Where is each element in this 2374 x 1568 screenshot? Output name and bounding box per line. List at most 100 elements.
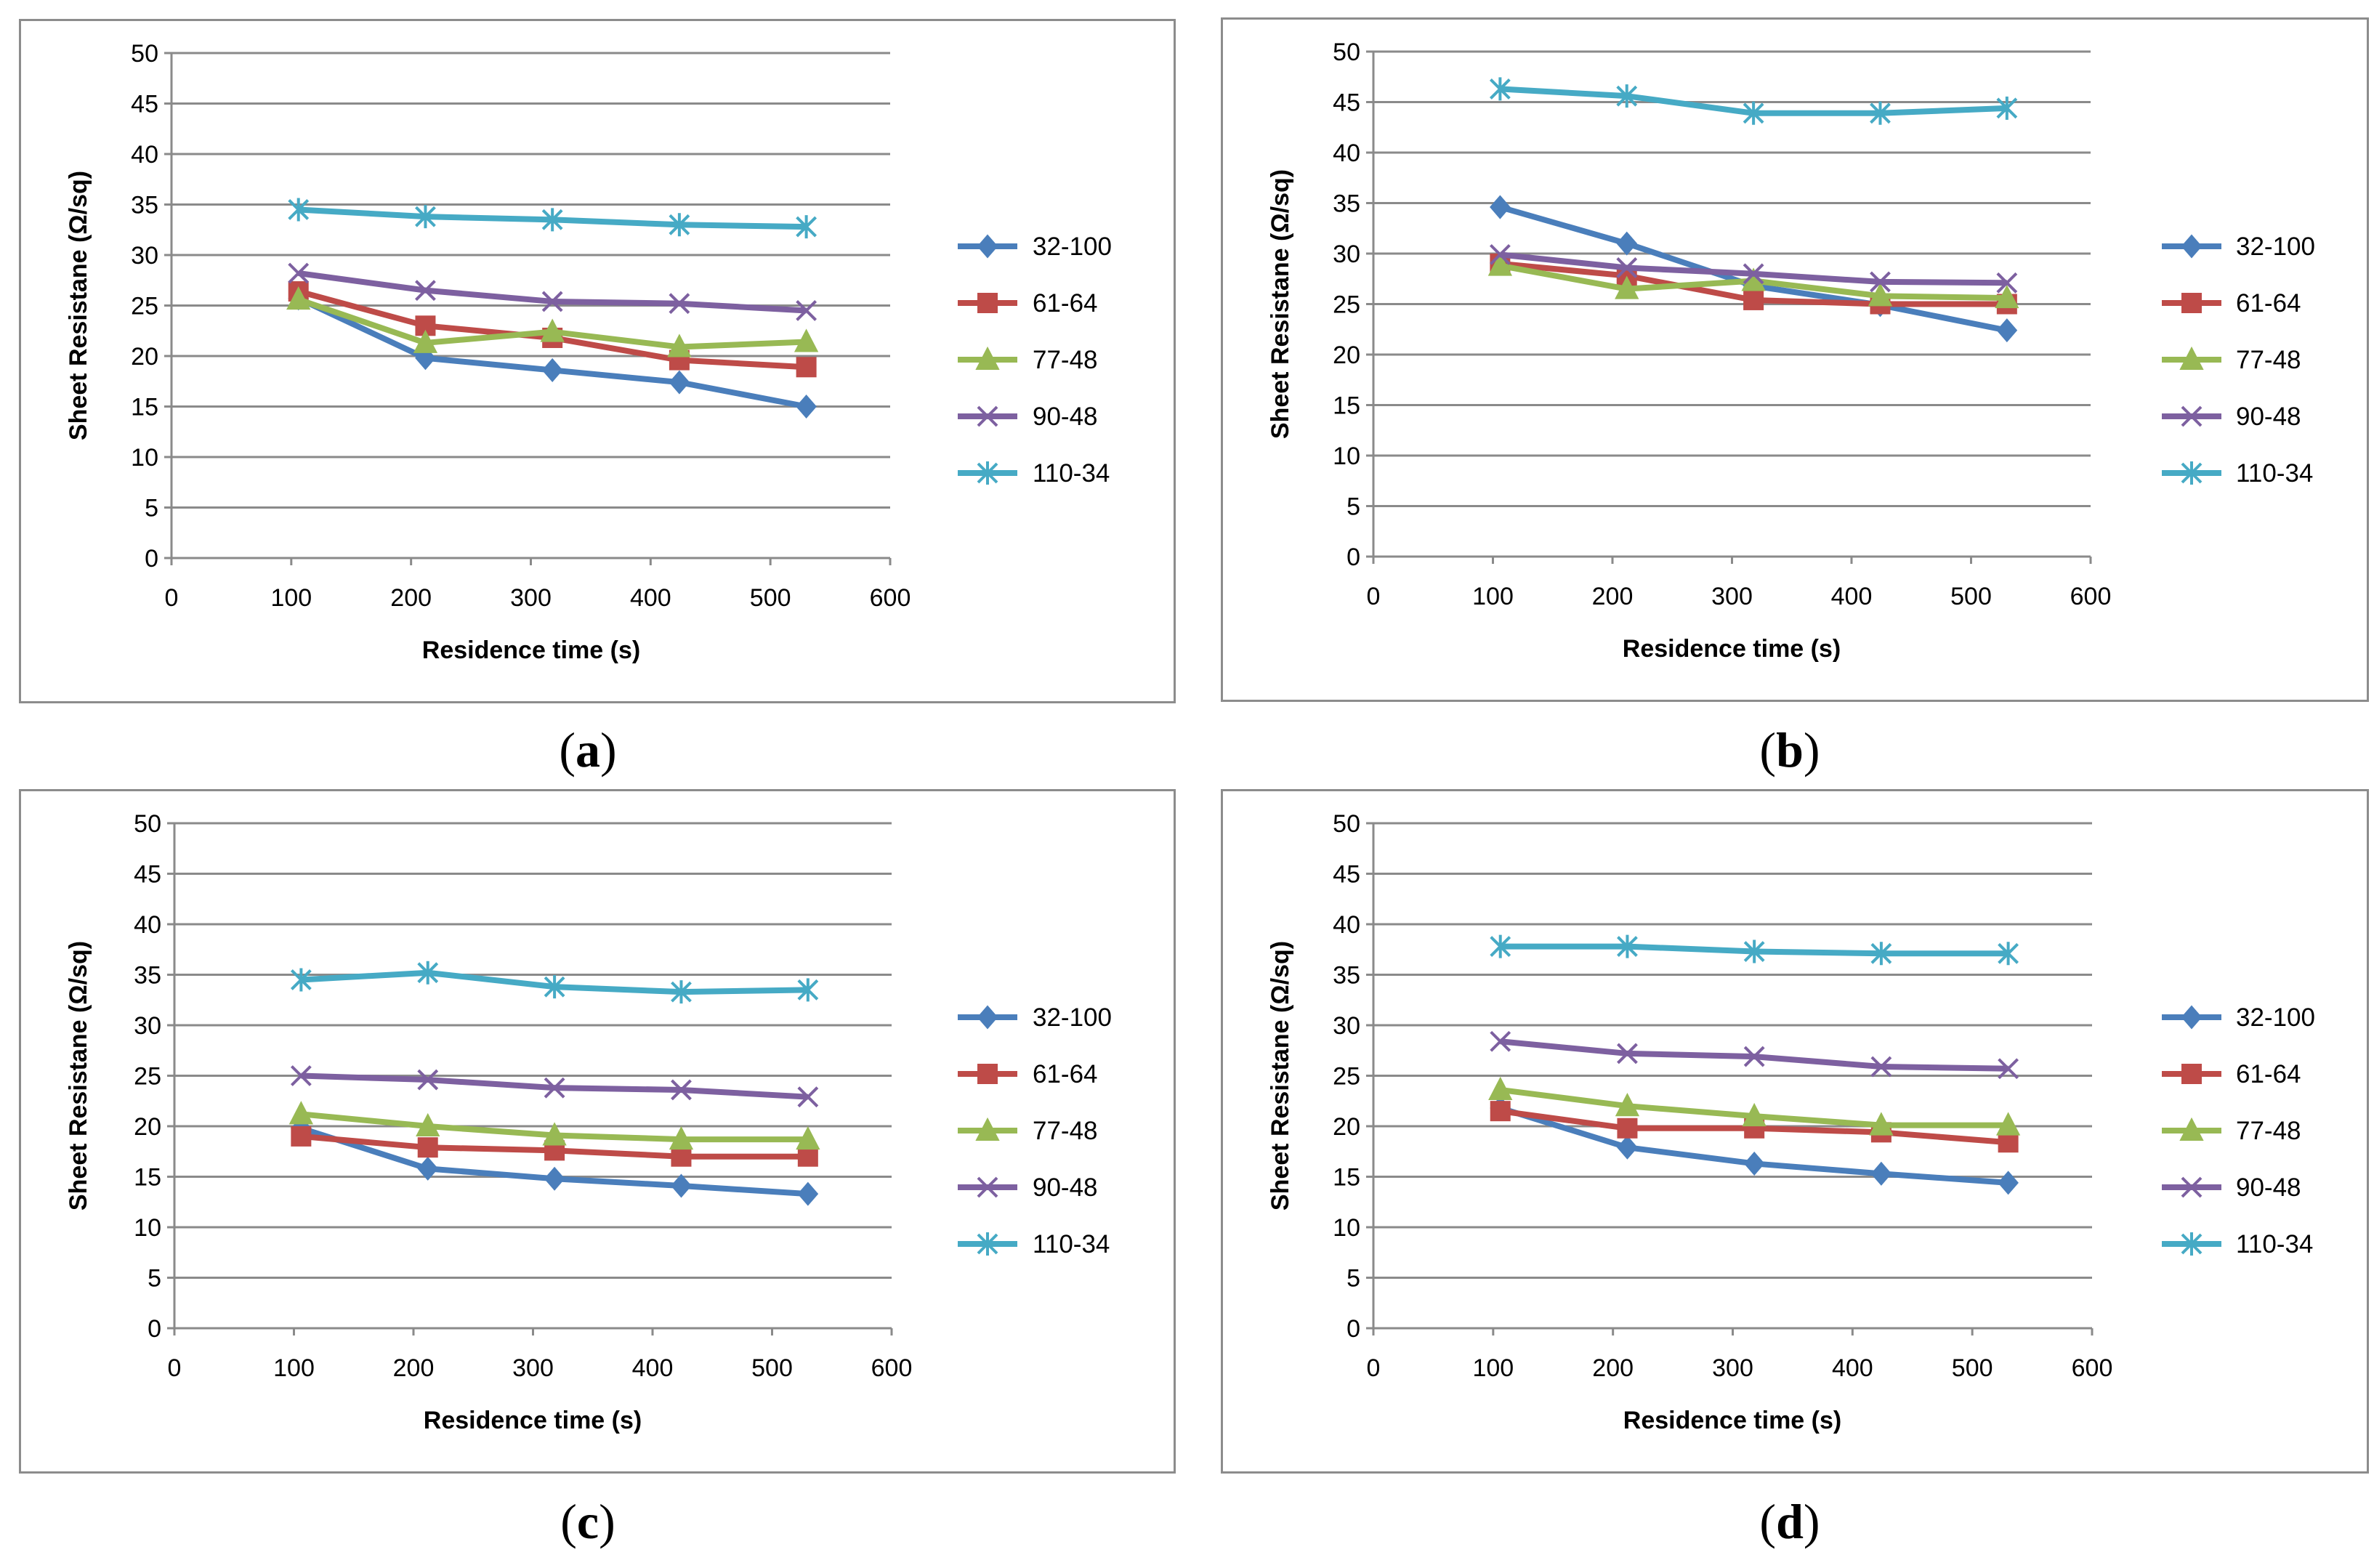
y-tick-label: 25 [1333,1063,1360,1091]
data-point-77-48 [1615,1093,1640,1117]
legend-label: 110-34 [1033,459,1110,488]
y-tick-label: 25 [1333,291,1360,319]
x-tick-label: 200 [1592,1354,1634,1382]
legend-label: 90-48 [2236,403,2301,431]
legend-entry-110-34: 110-34 [958,459,1110,488]
data-point-32-100 [1616,231,1638,256]
data-point-77-48 [413,329,438,353]
data-point-77-48 [1868,283,1893,307]
data-point-32-100 [1617,1135,1638,1160]
x-axis-title: Residence time (s) [1623,635,1841,663]
legend-entry-90-48: 90-48 [958,403,1098,431]
legend-marker [977,1232,998,1256]
caption-c-label: c [576,1494,599,1549]
data-point-110-34 [1489,77,1511,101]
y-tick-label: 0 [1347,1315,1360,1343]
x-tick-label: 100 [270,584,312,612]
legend-marker [977,1176,998,1198]
legend-entry-32-100: 32-100 [2162,233,2315,261]
data-point-32-100 [1490,195,1511,219]
data-point-32-100 [796,394,817,419]
legend-label: 110-34 [1033,1230,1110,1258]
data-point-32-100 [669,370,690,395]
data-point-90-48 [671,1079,692,1101]
data-point-77-48 [1869,1112,1894,1136]
y-axis-title: Sheet Resistane (Ω/sq) [65,171,92,440]
legend-marker [977,405,998,427]
y-tick-label: 50 [134,810,161,838]
y-tick-label: 25 [134,1063,161,1091]
data-point-32-100 [417,1156,439,1181]
data-point-77-48 [1487,252,1513,276]
x-tick-label: 100 [273,1354,315,1382]
x-tick-label: 600 [2070,583,2112,610]
legend-entry-77-48: 77-48 [958,1117,1098,1145]
data-point-90-48 [1743,1046,1765,1067]
y-tick-label: 25 [131,293,158,320]
data-point-110-34 [796,215,817,239]
data-point-110-34 [288,198,310,222]
chart-panel-c: 0 5 10 15 20 25 30 35 40 45 50 0 100 200 300 400 500 600 R… [19,789,1176,1474]
x-tick-label: 300 [1711,583,1753,610]
legend-entry-32-100: 32-100 [958,1003,1112,1032]
legend-label: 90-48 [2236,1173,2301,1202]
data-point-110-34 [541,208,563,232]
data-point-110-34 [417,961,439,985]
x-axis-title: Residence time (s) [424,1407,642,1434]
x-tick-label: 0 [168,1354,182,1382]
data-point-32-100 [1996,318,2018,343]
legend-label: 110-34 [2236,459,2313,488]
legend-entry-61-64: 61-64 [2162,1060,2301,1088]
data-point-77-48 [794,328,819,352]
caption-b-label: b [1776,722,1804,777]
data-point-110-34 [1743,939,1765,963]
legend-entry-110-34: 110-34 [958,1230,1110,1258]
data-point-77-48 [1615,275,1639,299]
y-tick-label: 30 [1333,241,1360,268]
data-point-61-64 [1998,1132,2019,1153]
y-tick-label: 45 [134,861,161,889]
data-point-90-48 [796,300,817,321]
data-point-61-64 [796,357,817,378]
legend-entry-90-48: 90-48 [958,1173,1098,1202]
x-tick-label: 300 [510,584,552,612]
chart-frame [1221,17,2369,702]
legend-entry-110-34: 110-34 [2162,459,2313,488]
legend-marker [977,234,998,259]
y-tick-label: 5 [145,495,158,522]
y-tick-label: 40 [1333,911,1360,939]
legend-entry-32-100: 32-100 [958,233,1112,261]
x-tick-label: 100 [1472,1354,1514,1382]
legend-marker [2181,1064,2202,1084]
data-point-61-64 [417,1137,438,1158]
data-point-77-48 [286,286,311,310]
y-tick-label: 20 [134,1113,161,1141]
legend-label: 32-100 [2236,233,2315,261]
legend-label: 32-100 [1033,233,1112,261]
data-point-32-100 [541,357,563,382]
data-point-61-64 [1490,1101,1511,1122]
data-point-110-34 [1617,934,1638,958]
legend-entry-61-64: 61-64 [2162,289,2301,318]
x-tick-label: 0 [1367,583,1381,610]
data-point-90-48 [417,1069,439,1091]
y-tick-label: 30 [134,1012,161,1040]
legend-marker [975,1117,1000,1141]
data-point-90-48 [1490,1030,1511,1052]
y-tick-label: 20 [1333,1113,1360,1141]
data-point-90-48 [1870,1056,1892,1078]
data-point-110-34 [1490,934,1511,958]
y-tick-label: 40 [131,141,158,169]
data-point-77-48 [1995,1112,2021,1136]
legend-entry-110-34: 110-34 [2162,1230,2313,1258]
data-point-90-48 [290,1065,312,1086]
x-axis-title: Residence time (s) [1623,1407,1841,1434]
data-point-90-48 [1617,1043,1638,1064]
data-point-110-34 [1743,101,1764,125]
legend-marker [2179,1117,2204,1141]
data-point-110-34 [1870,101,1891,125]
y-tick-label: 20 [1333,342,1360,369]
